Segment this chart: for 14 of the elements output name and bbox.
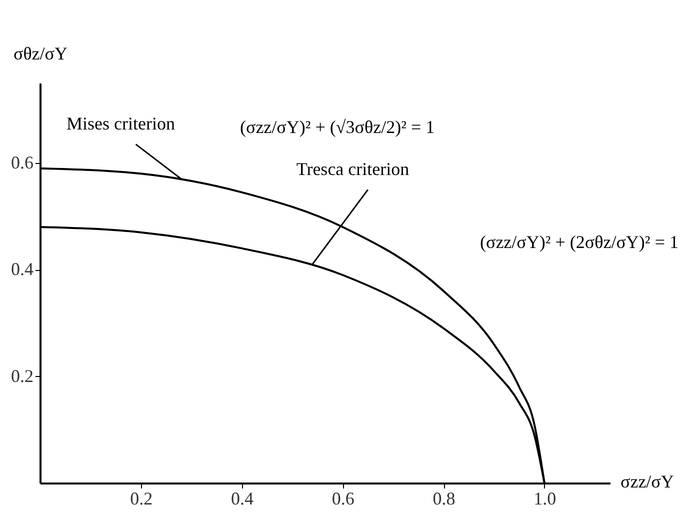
y-axis-title: σθz/σY	[13, 44, 68, 64]
x-tick-label: 0.6	[332, 488, 354, 508]
annotation: (σzz/σY)² + (2σθz/σY)² = 1	[480, 232, 678, 252]
x-tick-label: 0.8	[432, 488, 456, 508]
y-tick-label: 0.6	[11, 152, 34, 172]
annotation: Mises criterion	[66, 114, 175, 134]
x-tick-label: 0.4	[231, 488, 254, 508]
x-tick-label: 0.2	[130, 488, 153, 508]
y-tick-label: 0.2	[11, 366, 34, 386]
x-tick-label: 1.0	[534, 488, 556, 508]
x-axis-title: σzz/σY	[620, 472, 674, 492]
y-tick-label: 0.4	[11, 259, 34, 280]
annotation: Tresca criterion	[296, 159, 410, 179]
annotation: (σzz/σY)² + (√3σθz/2)² = 1	[240, 117, 435, 137]
